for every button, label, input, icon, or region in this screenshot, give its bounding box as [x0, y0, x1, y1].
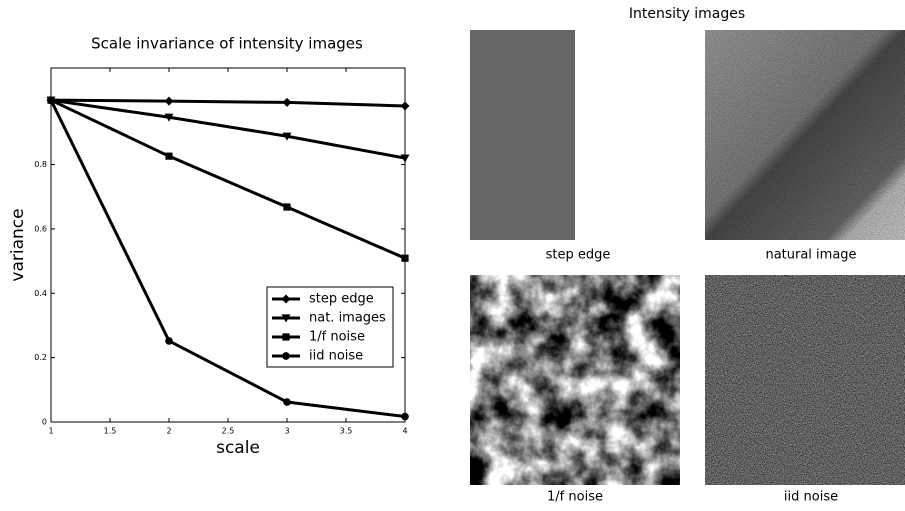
y-tick-label: 0.6 [34, 224, 47, 233]
y-tick-label: 0.8 [34, 160, 47, 169]
x-tick-label: 2.5 [222, 427, 235, 436]
image-caption: iid noise [784, 490, 838, 505]
page: Scale invariance of intensity images sca… [0, 0, 905, 507]
legend: step edge nat. images 1/f noise iid noise [267, 287, 393, 367]
image-caption: step edge [546, 248, 611, 263]
x-tick-label: 3 [284, 427, 289, 436]
image-caption: 1/f noise [547, 490, 603, 505]
natural-image-texture [705, 30, 905, 240]
white-noise-image [705, 275, 905, 485]
marker [283, 98, 292, 107]
marker [282, 333, 289, 340]
marker [401, 255, 408, 262]
pink-noise-image [470, 275, 680, 485]
y-tick-label: 0.2 [34, 353, 47, 362]
marker [165, 153, 172, 160]
marker [282, 352, 290, 360]
series-line [51, 100, 405, 158]
legend-label: 1/f noise [309, 330, 365, 345]
marker [47, 96, 55, 104]
legend-label: iid noise [309, 349, 363, 364]
y-axis-label: variance [8, 208, 28, 281]
marker [401, 101, 410, 110]
chart-title: Scale invariance of intensity images [91, 35, 363, 53]
y-tick-label: 0 [42, 418, 47, 427]
figure: Scale invariance of intensity images sca… [0, 0, 905, 507]
x-tick-label: 4 [402, 427, 407, 436]
legend-label: step edge [309, 292, 374, 307]
image-panel: Intensity images step edge natural image… [470, 6, 905, 505]
marker [165, 97, 174, 106]
plot-frame [51, 68, 405, 422]
marker [165, 337, 173, 345]
series-line [51, 100, 405, 258]
y-tick-label: 0.4 [34, 289, 47, 298]
legend-label: nat. images [309, 311, 386, 326]
plot: 1 1.5 2 2.5 3 3.5 4 0 0.2 0.4 0.6 0.8 step edge nat. … [34, 68, 409, 436]
step-edge-image [470, 30, 575, 240]
image-caption: natural image [765, 248, 856, 263]
x-tick-label: 1.5 [104, 427, 117, 436]
x-tick-label: 1 [48, 427, 53, 436]
series-line [51, 100, 405, 106]
marker [401, 413, 409, 421]
x-tick-label: 2 [166, 427, 171, 436]
images-title: Intensity images [629, 6, 745, 22]
x-axis-label: scale [216, 438, 260, 458]
x-tick-label: 3.5 [340, 427, 353, 436]
marker [283, 398, 291, 406]
marker [283, 203, 290, 210]
